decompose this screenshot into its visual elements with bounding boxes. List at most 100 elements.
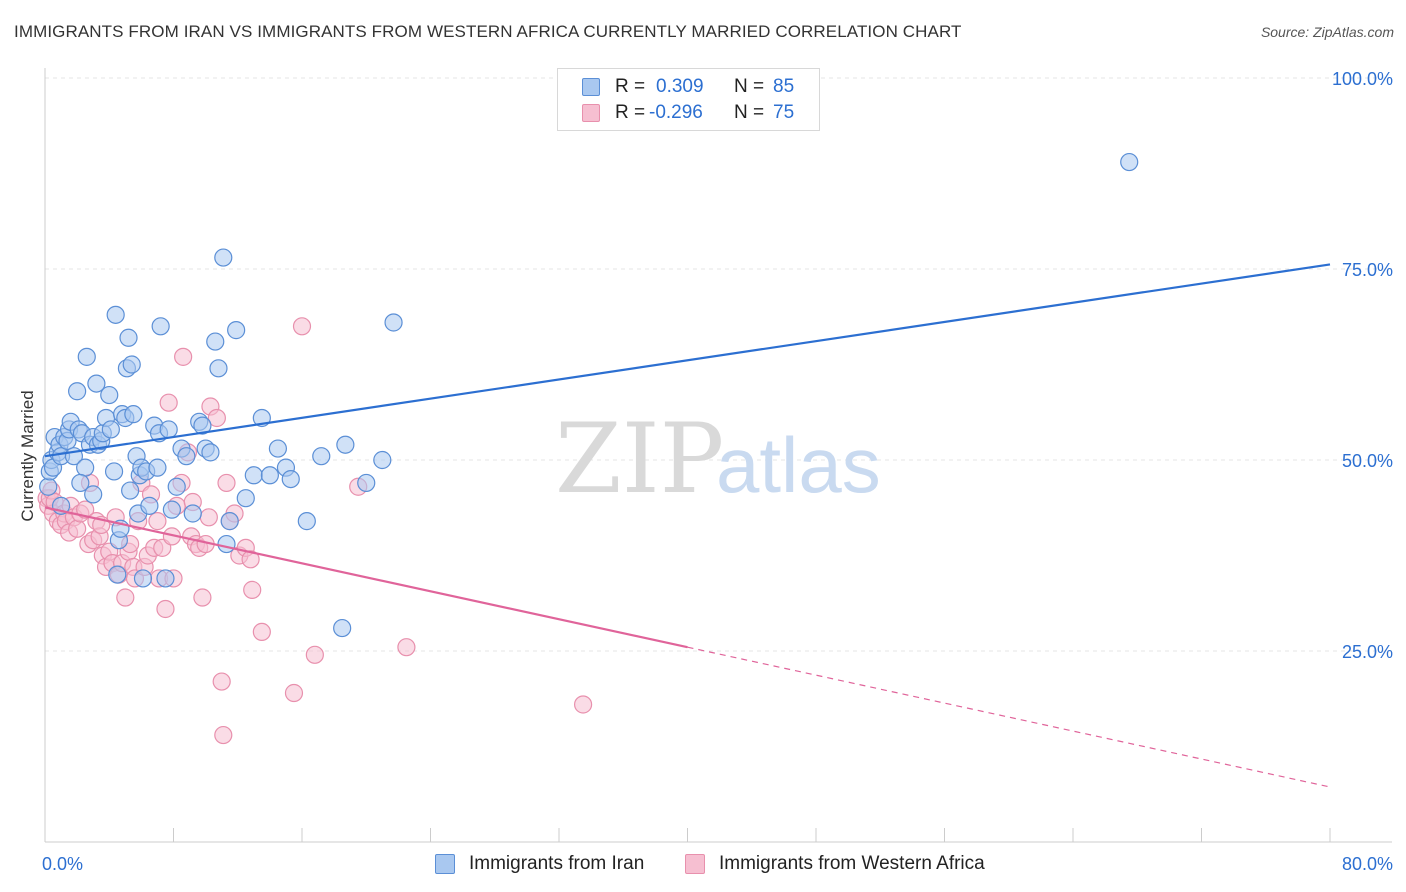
y-tick-label: 25.0%	[1342, 642, 1393, 662]
data-point-western-africa	[252, 622, 271, 642]
data-point-iran	[133, 569, 153, 588]
data-point-iran	[121, 481, 140, 500]
source-label: Source: ZipAtlas.com	[1260, 24, 1394, 40]
data-point-iran	[206, 332, 225, 351]
data-point-western-africa	[68, 519, 87, 538]
data-point-iran	[357, 473, 376, 493]
data-point-iran	[71, 473, 90, 493]
legend-r-value: -0.296	[649, 102, 703, 123]
data-point-iran	[236, 489, 255, 508]
legend-n-label: N =	[734, 102, 765, 123]
data-point-western-africa	[212, 672, 231, 691]
data-point-western-africa	[76, 500, 95, 519]
data-point-iran	[336, 435, 355, 454]
data-point-iran	[214, 248, 233, 267]
x-tick-label: 80.0%	[1342, 854, 1393, 874]
y-axis-label: Currently Married	[18, 390, 37, 521]
chart-title: IMMIGRANTS FROM IRAN VS IMMIGRANTS FROM …	[14, 22, 962, 41]
data-point-iran	[244, 466, 263, 485]
data-point-iran	[209, 359, 228, 378]
data-point-iran	[108, 565, 127, 584]
data-point-western-africa	[397, 638, 416, 657]
data-point-iran	[193, 416, 212, 435]
data-point-western-africa	[305, 645, 324, 664]
tick-labels: 25.0% 50.0% 75.0% 100.0% 0.0% 80.0%	[42, 69, 1393, 874]
data-point-iran	[373, 450, 392, 470]
data-point-iran	[140, 496, 159, 515]
data-point-iran	[227, 321, 246, 340]
data-point-western-africa	[214, 725, 233, 745]
data-point-iran	[162, 500, 181, 519]
data-point-iran	[260, 466, 279, 485]
legend-r-label: R =	[615, 102, 646, 123]
data-point-iran	[106, 305, 125, 324]
trend-lines	[44, 263, 1331, 788]
data-point-iran	[384, 313, 403, 332]
data-point-western-africa	[174, 347, 193, 366]
correlation-legend: R = 0.309 N = 85 R = -0.296 N = 75	[557, 68, 820, 131]
data-point-iran	[177, 447, 196, 466]
watermark: ZIP atlas	[555, 403, 881, 515]
legend-r-value: 0.309	[656, 76, 704, 97]
data-point-western-africa	[241, 550, 260, 569]
data-point-iran	[151, 317, 170, 336]
data-point-iran	[156, 569, 175, 588]
x-tick-label: 0.0%	[42, 854, 83, 874]
watermark-atlas: atlas	[716, 421, 881, 509]
data-point-western-africa	[159, 393, 178, 412]
data-point-iran	[333, 618, 352, 638]
data-point-western-africa	[217, 473, 236, 493]
data-point-iran	[167, 477, 186, 496]
data-point-iran	[77, 347, 96, 366]
data-point-iran	[297, 512, 316, 531]
data-point-iran	[84, 485, 103, 504]
data-point-western-africa	[116, 588, 135, 607]
data-point-iran	[183, 504, 202, 523]
data-point-iran	[101, 420, 120, 439]
trend-line-western-africa	[44, 506, 688, 649]
data-point-western-africa	[284, 683, 304, 703]
legend-n-label: N =	[734, 76, 765, 97]
data-point-iran	[312, 447, 331, 466]
data-point-western-africa	[156, 599, 175, 619]
western-africa-swatch	[582, 104, 600, 122]
trend-line-western-africa-extrapolated	[687, 646, 1331, 788]
data-point-iran	[119, 328, 138, 347]
western-africa-legend-swatch	[685, 854, 705, 874]
y-tick-label: 50.0%	[1342, 451, 1393, 471]
data-point-western-africa	[243, 580, 262, 599]
series-iran-points	[39, 152, 1139, 638]
data-point-iran	[124, 405, 143, 424]
watermark-zip: ZIP	[555, 403, 724, 515]
iran-legend-swatch	[435, 854, 455, 874]
data-point-iran	[39, 477, 58, 496]
data-point-iran	[220, 512, 239, 531]
data-point-iran	[76, 458, 95, 477]
data-point-iran	[268, 439, 288, 458]
data-point-western-africa	[292, 317, 312, 336]
grid-lines	[45, 77, 1392, 652]
data-point-iran	[159, 420, 178, 439]
trend-line-iran	[44, 263, 1331, 458]
legend-r-label: R =	[615, 76, 646, 97]
iran-swatch	[582, 78, 600, 96]
legend-n-value: 85	[773, 76, 795, 97]
data-point-iran	[87, 374, 106, 393]
legend-n-value: 75	[773, 102, 795, 123]
data-point-iran	[281, 470, 300, 489]
data-point-western-africa	[148, 512, 167, 531]
data-point-iran	[217, 534, 236, 554]
y-tick-label: 75.0%	[1342, 260, 1393, 280]
data-point-iran	[201, 443, 220, 462]
iran-legend-label: Immigrants from Iran	[469, 853, 645, 874]
data-point-iran	[1120, 152, 1139, 172]
data-point-iran	[100, 385, 119, 405]
data-point-iran	[122, 355, 141, 374]
data-point-western-africa	[199, 508, 218, 527]
data-point-iran	[104, 462, 124, 481]
data-point-iran	[148, 458, 167, 477]
western-africa-legend-label: Immigrants from Western Africa	[719, 853, 985, 874]
data-point-western-africa	[193, 588, 212, 607]
data-point-western-africa	[207, 408, 226, 428]
